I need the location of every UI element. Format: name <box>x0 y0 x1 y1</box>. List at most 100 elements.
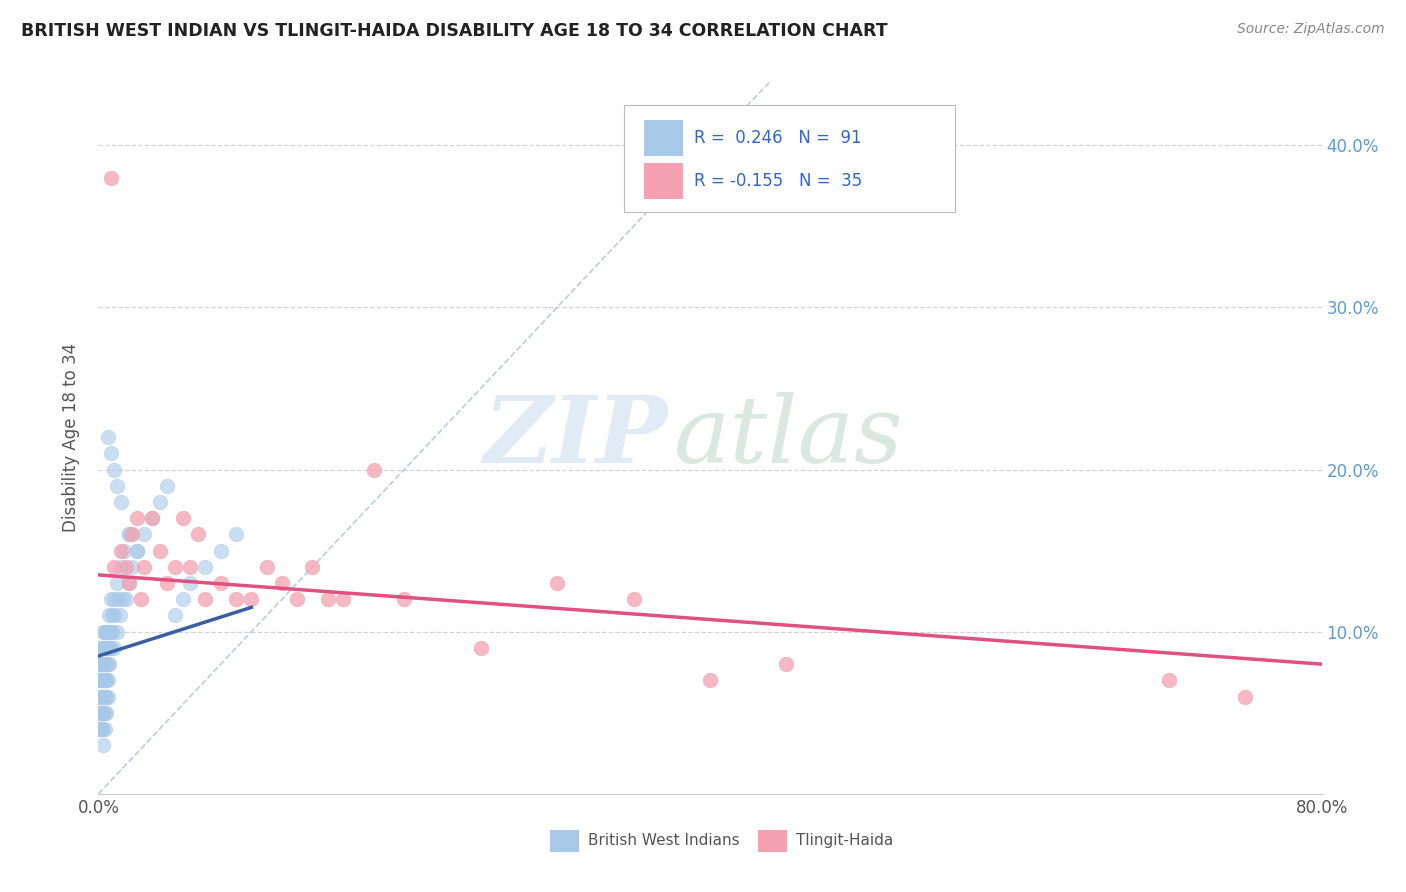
Point <box>89 722 111 736</box>
Point <box>363 462 385 476</box>
Point <box>97 657 120 672</box>
Point <box>94 657 117 672</box>
FancyBboxPatch shape <box>644 120 683 156</box>
Point <box>107 592 129 607</box>
Point <box>129 592 152 607</box>
Point <box>125 511 148 525</box>
Point <box>172 592 194 607</box>
Point <box>93 624 115 639</box>
Point <box>93 673 115 688</box>
Point <box>141 511 163 525</box>
Point <box>134 527 156 541</box>
Point <box>103 592 125 607</box>
Point <box>97 640 120 655</box>
Point <box>1157 673 1180 688</box>
Point <box>108 608 131 623</box>
Point <box>89 673 111 688</box>
Point <box>623 592 645 607</box>
Point <box>100 592 122 607</box>
Text: R =  0.246   N =  91: R = 0.246 N = 91 <box>695 129 862 147</box>
Point <box>90 706 112 720</box>
Point <box>240 592 263 607</box>
Point <box>98 624 121 639</box>
Point <box>91 690 114 704</box>
Point <box>90 722 112 736</box>
Point <box>332 592 354 607</box>
Point <box>209 543 232 558</box>
Point <box>89 640 111 655</box>
Text: atlas: atlas <box>673 392 903 482</box>
Point <box>90 706 112 720</box>
Point <box>225 592 247 607</box>
Point <box>100 640 122 655</box>
Point <box>97 690 120 704</box>
Point <box>93 657 115 672</box>
Point <box>91 706 114 720</box>
Point <box>1234 690 1257 704</box>
Point <box>97 673 120 688</box>
Point <box>90 673 112 688</box>
Point <box>101 608 124 623</box>
Point <box>225 527 247 541</box>
Point <box>118 527 141 541</box>
Point <box>93 722 115 736</box>
Point <box>546 576 568 591</box>
Point <box>91 706 114 720</box>
Point <box>89 706 111 720</box>
Point <box>110 543 132 558</box>
Point <box>90 657 112 672</box>
Point <box>91 722 114 736</box>
Point <box>163 559 186 574</box>
Point <box>97 624 120 639</box>
Point <box>392 592 416 607</box>
Point <box>187 527 209 541</box>
Point <box>100 624 122 639</box>
Point <box>94 624 117 639</box>
Point <box>90 722 112 736</box>
Point <box>90 673 112 688</box>
Point <box>89 722 111 736</box>
Point <box>89 657 111 672</box>
Point <box>90 640 112 655</box>
Point <box>285 592 308 607</box>
Point <box>470 640 492 655</box>
Point <box>301 559 323 574</box>
Point <box>100 170 122 185</box>
Point <box>134 559 156 574</box>
Point <box>91 738 114 752</box>
Point <box>110 495 132 509</box>
Text: ZIP: ZIP <box>484 392 668 482</box>
Point <box>316 592 339 607</box>
Point <box>98 640 121 655</box>
Point <box>209 576 232 591</box>
Point <box>111 592 134 607</box>
Point <box>93 690 115 704</box>
Point <box>94 640 117 655</box>
Point <box>156 576 179 591</box>
Point <box>89 657 111 672</box>
Point <box>179 576 201 591</box>
Point <box>125 543 148 558</box>
Point <box>121 527 143 541</box>
Point <box>149 495 172 509</box>
Point <box>91 657 114 672</box>
Point <box>112 543 135 558</box>
Point <box>103 559 125 574</box>
Point <box>103 462 125 476</box>
Point <box>118 576 141 591</box>
Point <box>194 592 217 607</box>
Point <box>256 559 278 574</box>
Point <box>775 657 797 672</box>
Text: Tlingit-Haida: Tlingit-Haida <box>796 833 893 847</box>
Point <box>141 511 163 525</box>
Point <box>103 608 125 623</box>
FancyBboxPatch shape <box>624 105 955 212</box>
Y-axis label: Disability Age 18 to 34: Disability Age 18 to 34 <box>62 343 80 532</box>
Text: British West Indians: British West Indians <box>588 833 740 847</box>
Text: Source: ZipAtlas.com: Source: ZipAtlas.com <box>1237 22 1385 37</box>
FancyBboxPatch shape <box>644 163 683 199</box>
Point <box>89 690 111 704</box>
Point <box>91 690 114 704</box>
Point <box>89 673 111 688</box>
FancyBboxPatch shape <box>550 830 579 852</box>
